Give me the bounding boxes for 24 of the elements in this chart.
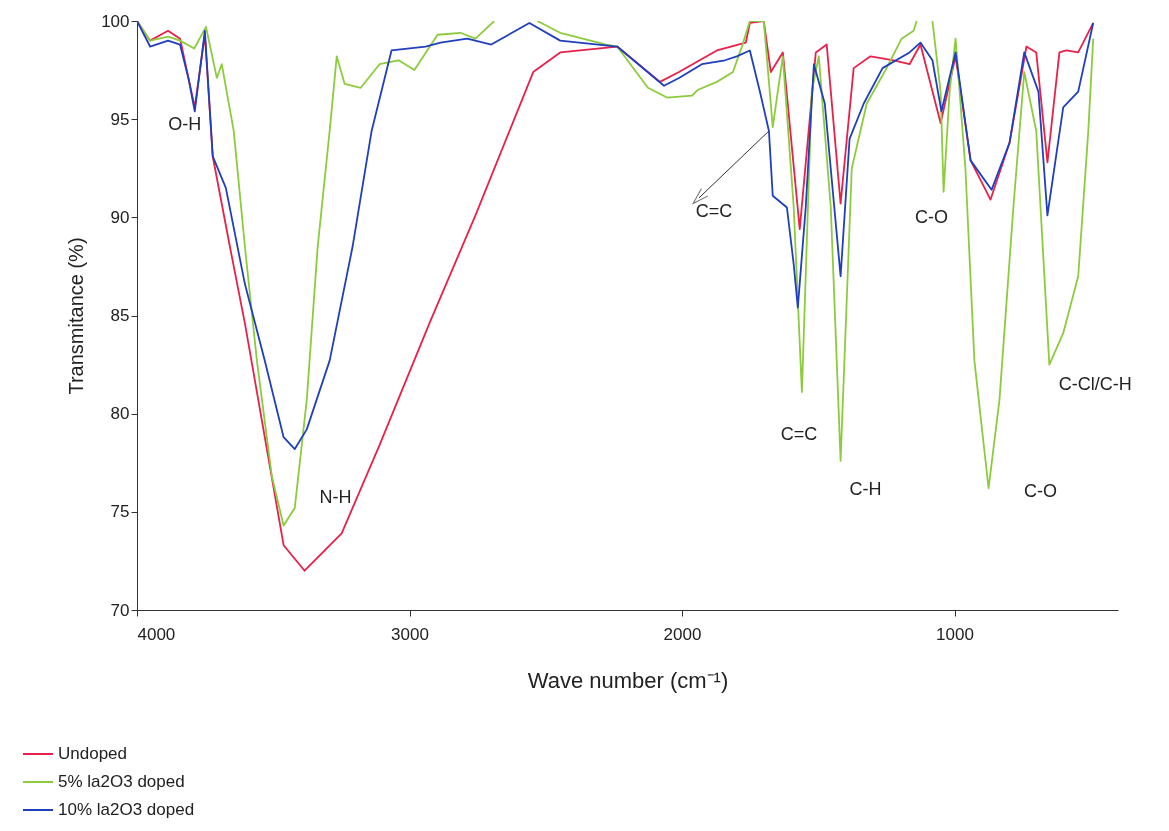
- legend-label: 5% la2O3 doped: [58, 772, 185, 791]
- y-tick-label: 95: [110, 109, 130, 129]
- x-tick-label: 2000: [663, 624, 702, 644]
- annotation: C-O: [915, 206, 949, 227]
- y-tick-label: 100: [101, 11, 130, 31]
- y-axis-title: Transmitance (%): [65, 237, 88, 395]
- annotation: C=C: [695, 200, 733, 221]
- annotation: O-H: [168, 114, 202, 135]
- annotation: C-H: [849, 478, 882, 499]
- annotation: C-Cl/C-H: [1058, 373, 1132, 394]
- annotation: C-O: [1024, 481, 1058, 502]
- y-tick-label: 85: [110, 306, 130, 325]
- x-tick-label: 4000: [137, 624, 176, 644]
- x-axis-title: Wave number (cm⁻¹): [527, 667, 729, 693]
- x-tick-label: 3000: [391, 624, 429, 644]
- annotation: N-H: [319, 486, 352, 507]
- legend-label: 10% la2O3 doped: [58, 800, 195, 819]
- annotation: C=C: [780, 424, 818, 445]
- legend-label: Undoped: [58, 744, 128, 763]
- y-tick-label: 75: [110, 502, 130, 522]
- x-tick-label: 1000: [936, 624, 974, 644]
- y-tick-label: 70: [110, 600, 130, 620]
- y-tick-label: 80: [110, 404, 130, 424]
- y-tick-label: 90: [110, 207, 130, 227]
